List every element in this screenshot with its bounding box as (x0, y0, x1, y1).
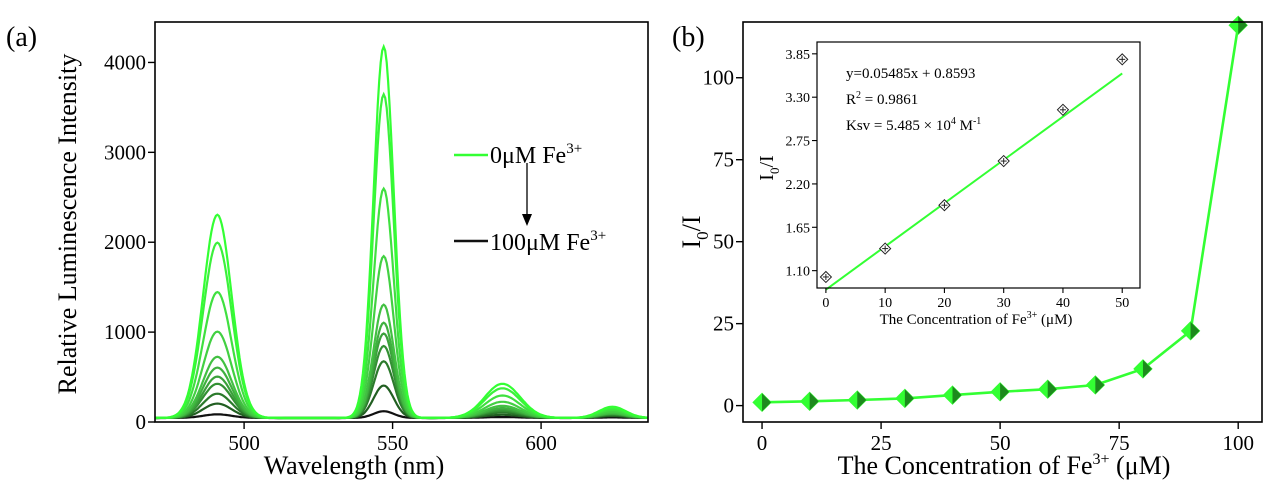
panel-a: (a) Relative Luminescence Intensity Wave… (6, 21, 649, 480)
panel-b-point (1085, 375, 1106, 395)
panel-b-point (990, 382, 1010, 402)
panel-b-point (752, 392, 772, 413)
panel-b-label: (b) (672, 22, 705, 53)
inset-point (997, 154, 1010, 168)
panel-b: (b) I0/I The Concentration of Fe3+ (μM) … (672, 15, 1263, 480)
panel-b-y-axis: 0 25 50 75 100 (703, 66, 743, 418)
panel-b-point (1038, 379, 1058, 399)
inset-series (819, 53, 1129, 291)
inset-frame (816, 41, 1141, 289)
inset-xlabel: The Concentration of Fe3+ (μM) (880, 310, 1073, 328)
inset-fit-line (825, 72, 1123, 291)
panel-b-ytick-label: 100 (703, 66, 735, 90)
panel-b-point (895, 388, 915, 409)
panel-a-x-axis: 500 550 600 (228, 422, 557, 455)
inset-ytick-label: 1.10 (786, 265, 811, 280)
inset-ksv: Ksv = 5.485 × 104 M-1 (846, 116, 981, 134)
inset-xtick-label: 0 (822, 296, 829, 311)
panel-b-frame (742, 21, 1263, 423)
panel-b-ylabel: I0/I (677, 215, 712, 248)
inset-ytick-label: 2.75 (786, 135, 811, 150)
inset-point (938, 199, 951, 212)
inset-xtick-label: 40 (1056, 296, 1070, 311)
panel-b-point (1180, 321, 1201, 341)
panel-b-xtick-label: 75 (1109, 431, 1130, 455)
panel-b-point (1228, 15, 1248, 35)
inset-r2: R2 = 0.9861 (846, 90, 918, 108)
inset-chart: 1.10 1.65 2.20 2.75 3.30 3.85 0 10 20 30 40 50 I0/… (756, 41, 1141, 328)
panel-b-point (799, 391, 820, 412)
panel-a-xtick-label: 500 (228, 431, 260, 455)
inset-x-axis: 0 10 20 30 40 50 (822, 288, 1129, 311)
panel-a-label: (a) (6, 22, 37, 53)
panel-a-ytick-label: 2000 (104, 230, 146, 254)
legend-end-label: 100μM Fe3+ (490, 228, 606, 256)
panel-b-xlabel: The Concentration of Fe3+ (μM) (838, 451, 1171, 480)
panel-a-ytick-label: 1000 (104, 320, 146, 344)
panel-a-legend: 0μM Fe3+ 100μM Fe3+ (454, 141, 606, 256)
panel-b-series (752, 15, 1248, 413)
inset-background (817, 42, 1140, 288)
panel-b-ytick-label: 0 (724, 394, 735, 418)
panel-a-spectra (154, 43, 649, 420)
panel-b-ytick-label: 50 (713, 230, 734, 254)
panel-b-xtick-label: 100 (1222, 431, 1254, 455)
panel-a-ytick-label: 3000 (104, 140, 146, 164)
panel-a-ytick-label: 4000 (104, 50, 146, 74)
inset-xtick-label: 20 (937, 296, 951, 311)
inset-y-axis: 1.10 1.65 2.20 2.75 3.30 3.85 (786, 48, 817, 280)
panel-a-ylabel: Relative Luminescence Intensity (53, 54, 82, 395)
inset-ytick-label: 2.20 (786, 178, 811, 193)
panel-b-ytick-label: 75 (713, 148, 734, 172)
inset-ylabel: I0/I (756, 155, 782, 180)
panel-b-xtick-label: 50 (990, 431, 1011, 455)
legend-start-label: 0μM Fe3+ (490, 141, 582, 169)
inset-xtick-label: 10 (878, 296, 892, 311)
panel-b-point (847, 390, 867, 410)
inset-point (1056, 103, 1070, 117)
panel-a-frame (154, 21, 649, 423)
inset-ytick-label: 1.65 (786, 221, 811, 236)
inset-point (819, 270, 833, 284)
inset-xtick-label: 50 (1115, 296, 1129, 311)
panel-b-ytick-label: 25 (713, 312, 734, 336)
inset-xtick-label: 30 (997, 296, 1011, 311)
panel-b-xtick-label: 25 (871, 431, 892, 455)
inset-ytick-label: 3.85 (786, 48, 811, 63)
inset-point (1116, 53, 1129, 66)
inset-ytick-label: 3.30 (786, 91, 811, 106)
inset-equation: y=0.05485x + 0.8593 (846, 66, 975, 82)
panel-a-xlabel: Wavelength (nm) (264, 451, 445, 480)
panel-b-x-axis: 0 25 50 75 100 (757, 422, 1254, 455)
inset-point (878, 242, 892, 255)
panel-b-point (1133, 359, 1153, 379)
panel-a-y-axis: 0 1000 2000 3000 4000 (104, 50, 155, 434)
legend-arrow-head (522, 214, 532, 226)
panel-a-ytick-label: 0 (136, 410, 147, 434)
panel-a-xtick-label: 600 (525, 431, 557, 455)
panel-b-xtick-label: 0 (757, 431, 768, 455)
spectrum-line (155, 43, 649, 420)
panel-a-xtick-label: 550 (377, 431, 409, 455)
panel-b-point (942, 385, 963, 405)
